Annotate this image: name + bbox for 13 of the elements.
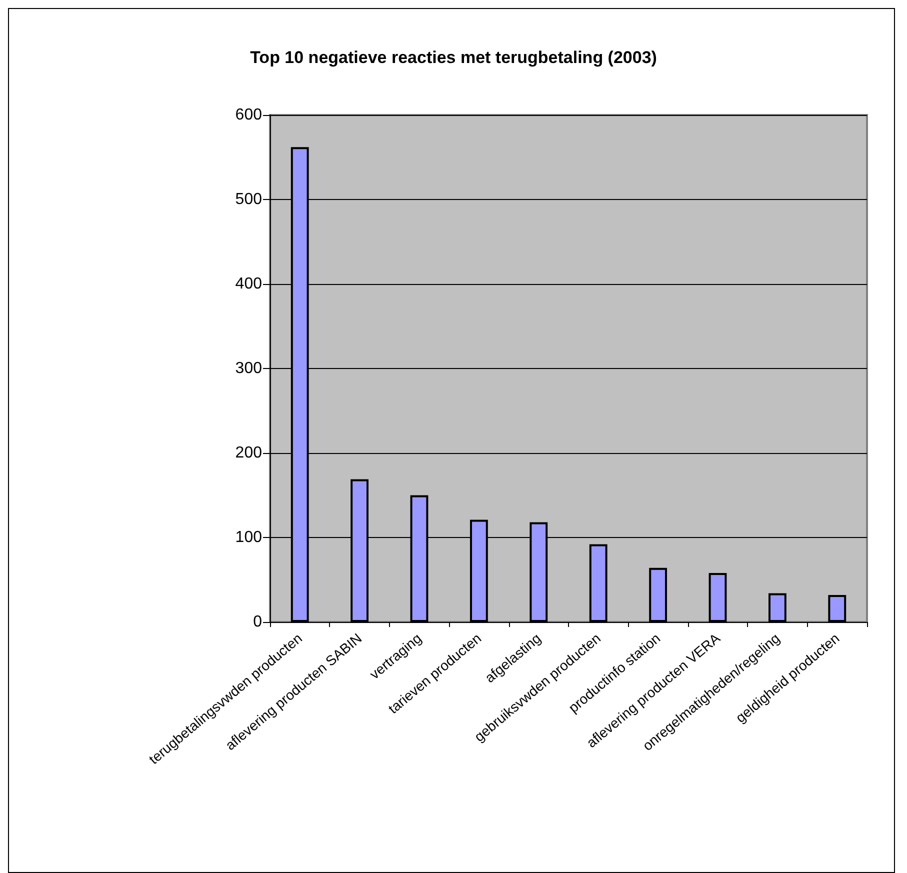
bar: [708, 572, 727, 622]
y-tick-label: 400: [235, 276, 262, 292]
bar: [828, 594, 846, 622]
y-tick-label: 600: [235, 106, 262, 124]
y-tick-label: 0: [253, 614, 262, 630]
y-tick-label: 200: [235, 444, 262, 462]
bar: [768, 593, 786, 622]
chart-title: Top 10 negatieve reacties met terugbetaling (2003): [250, 48, 657, 67]
bar: [589, 544, 608, 622]
y-tick-label: 300: [235, 360, 262, 377]
y-tick-label: 500: [235, 191, 262, 208]
y-tick-label: 100: [235, 529, 262, 546]
bar: [649, 568, 668, 622]
